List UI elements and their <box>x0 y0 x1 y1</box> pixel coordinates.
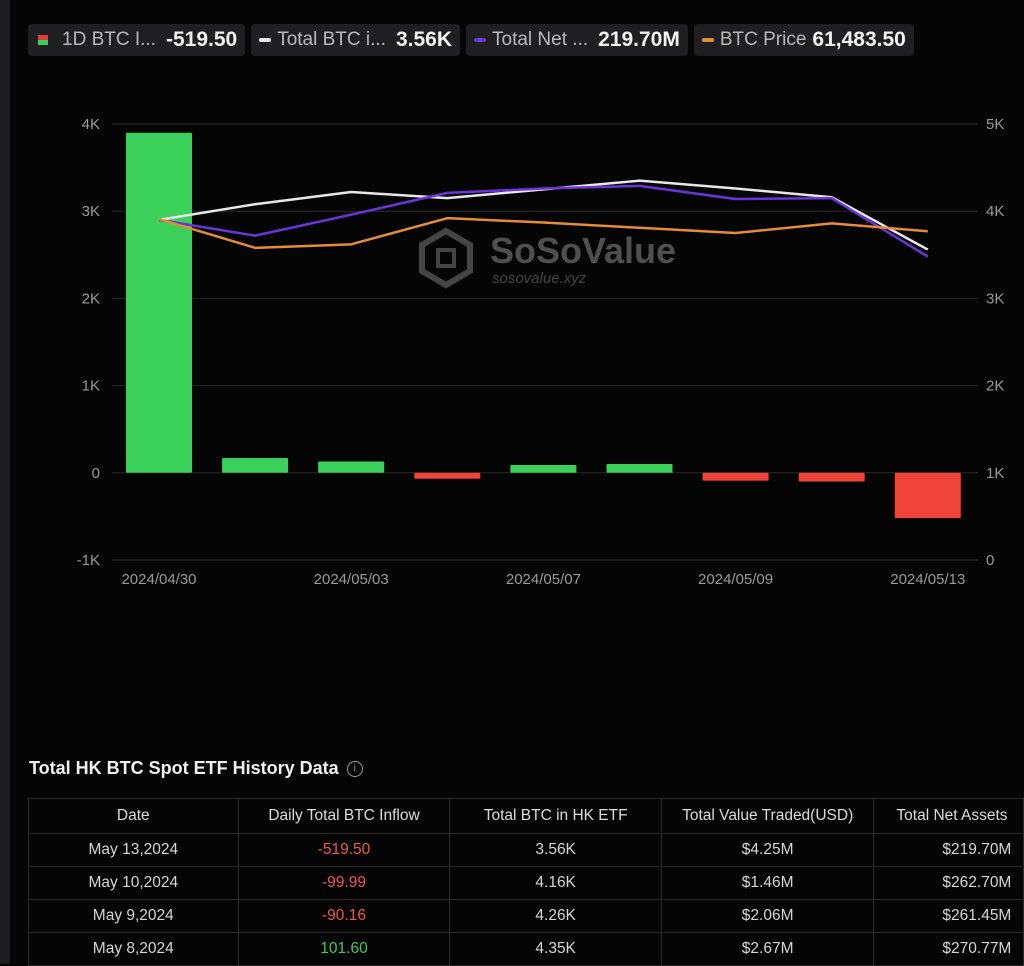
right-axis-tick-label: 1K <box>986 465 1004 482</box>
cell-net-assets: $219.70M <box>873 833 1024 867</box>
series-line <box>158 184 929 258</box>
left-axis-tick-label: 0 <box>92 465 100 482</box>
cell-date: May 10,2024 <box>28 866 239 900</box>
right-axis-tick-label: 2K <box>986 378 1004 395</box>
left-axis-tick-label: 2K <box>82 290 100 307</box>
inflow-bar <box>414 472 481 479</box>
legend-item-total-btc[interactable]: Total BTC i... 3.56K <box>251 24 460 56</box>
x-axis-tick-label: 2024/05/09 <box>698 571 773 588</box>
line-swatch-icon <box>701 38 714 42</box>
cell-date: May 8,2024 <box>28 932 239 966</box>
cell-inflow: -519.50 <box>237 833 451 867</box>
etf-combo-chart: SoSoValue sosovalue.xyz 4K 3K 2K 1K 0 -1K 5K 4… <box>77 116 1005 588</box>
left-axis-tick-label: 4K <box>82 116 100 133</box>
legend-item-total-net-assets[interactable]: Total Net ... 219.70M <box>466 24 688 56</box>
inflow-bar <box>510 464 577 473</box>
legend-label: Total Net ... <box>492 29 589 50</box>
cell-value-traded: $2.67M <box>660 932 875 966</box>
table-row: May 10,2024 -99.99 4.16K $1.46M $262.70M <box>28 866 1024 900</box>
cell-total-btc: 4.35K <box>449 932 662 966</box>
cell-inflow: 101.60 <box>237 932 451 966</box>
column-header-inflow[interactable]: Daily Total BTC Inflow <box>237 798 451 834</box>
cell-inflow: -90.16 <box>237 899 451 933</box>
cell-total-btc: 3.56K <box>449 833 662 867</box>
left-edge-bar <box>0 0 10 964</box>
column-header-total-btc[interactable]: Total BTC in HK ETF <box>449 798 662 834</box>
line-swatch-icon <box>259 38 272 42</box>
series-line <box>158 216 928 250</box>
column-header-value-traded[interactable]: Total Value Traded(USD) <box>660 798 875 834</box>
table-row: May 13,2024 -519.50 3.56K $4.25M $219.70… <box>28 833 1024 867</box>
legend-item-btc-inflow[interactable]: 1D BTC I... -519.50 <box>28 24 246 56</box>
cell-value-traded: $2.06M <box>660 899 875 933</box>
left-axis-tick-label: -1K <box>77 552 100 569</box>
cell-inflow: -99.99 <box>237 866 451 900</box>
legend-value: 61,483.50 <box>812 28 906 51</box>
right-axis-ticks: 5K 4K 3K 2K 1K 0 <box>986 116 1004 569</box>
inflow-bar <box>702 472 769 481</box>
legend-label: Total BTC i... <box>277 29 386 50</box>
inflow-bar <box>606 463 673 473</box>
right-axis-tick-label: 3K <box>986 290 1004 307</box>
x-axis-tick-label: 2024/05/07 <box>506 571 581 588</box>
history-title-text: Total HK BTC Spot ETF History Data <box>29 758 339 778</box>
line-swatch-icon <box>474 38 486 42</box>
cell-total-btc: 4.26K <box>449 899 662 933</box>
history-section-title: Total HK BTC Spot ETF History Data i <box>29 758 363 779</box>
left-axis-tick-label: 3K <box>82 203 100 220</box>
cell-net-assets: $261.45M <box>873 899 1024 933</box>
inflow-bar <box>318 461 385 473</box>
cell-total-btc: 4.16K <box>449 866 662 900</box>
x-axis-tick-label: 2024/05/13 <box>890 571 965 588</box>
legend-label: 1D BTC I... <box>62 29 156 50</box>
left-axis-tick-label: 1K <box>82 378 100 395</box>
bar-swatch-icon <box>38 35 48 45</box>
inflow-bar <box>126 132 192 473</box>
table-header-row: Date Daily Total BTC Inflow Total BTC in… <box>28 798 1024 834</box>
inflow-bar <box>894 472 961 519</box>
inflow-bar <box>222 457 289 473</box>
x-axis-ticks: 2024/04/30 2024/05/03 2024/05/07 2024/05/09… <box>121 571 965 588</box>
cell-date: May 9,2024 <box>28 899 239 933</box>
right-axis-tick-label: 4K <box>986 203 1004 220</box>
cell-net-assets: $262.70M <box>873 866 1024 900</box>
history-table: Date Daily Total BTC Inflow Total BTC in… <box>28 798 1024 966</box>
cell-date: May 13,2024 <box>28 833 239 867</box>
watermark-brand: SoSoValue <box>490 230 676 271</box>
watermark-url: sosovalue.xyz <box>492 270 587 287</box>
chart-legend: 1D BTC I... -519.50 Total BTC i... 3.56K… <box>28 24 914 56</box>
column-header-date[interactable]: Date <box>28 798 239 834</box>
cell-value-traded: $4.25M <box>660 833 875 867</box>
x-axis-tick-label: 2024/05/03 <box>314 571 389 588</box>
sosovalue-logo-icon <box>419 227 473 289</box>
inflow-bar <box>798 472 865 482</box>
table-row: May 9,2024 -90.16 4.26K $2.06M $261.45M <box>28 899 1024 933</box>
column-header-net-assets[interactable]: Total Net Assets <box>873 798 1024 834</box>
left-axis-ticks: 4K 3K 2K 1K 0 -1K <box>77 116 100 569</box>
legend-item-btc-price[interactable]: BTC Price 61,483.50 <box>693 24 914 56</box>
legend-value: 3.56K <box>395 28 452 51</box>
x-axis-tick-label: 2024/04/30 <box>121 571 196 588</box>
right-axis-tick-label: 5K <box>986 116 1004 133</box>
cell-net-assets: $270.77M <box>873 932 1024 966</box>
legend-value: 219.70M <box>598 28 680 51</box>
right-axis-tick-label: 0 <box>986 552 994 569</box>
grid-lines <box>112 123 978 561</box>
legend-label: BTC Price <box>719 29 807 50</box>
info-icon[interactable]: i <box>346 761 363 778</box>
series-lines <box>158 179 929 258</box>
watermark: SoSoValue sosovalue.xyz <box>419 227 676 289</box>
cell-value-traded: $1.46M <box>660 866 875 900</box>
table-row: May 8,2024 101.60 4.35K $2.67M $270.77M <box>28 932 1024 966</box>
legend-value: -519.50 <box>165 28 238 51</box>
